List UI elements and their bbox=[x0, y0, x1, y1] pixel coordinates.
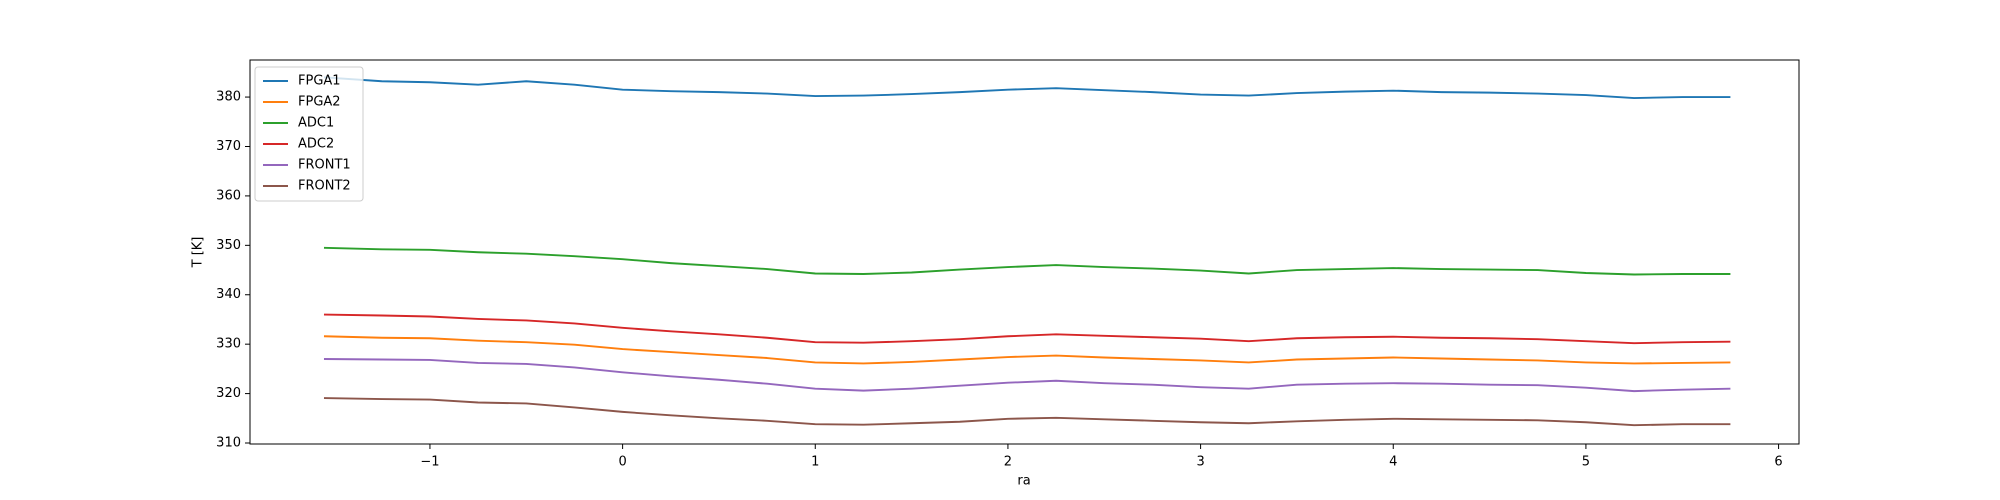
series-line bbox=[323, 76, 1731, 99]
series-line bbox=[323, 335, 1731, 365]
legend-box bbox=[254, 66, 364, 202]
x-tick-label: 3 bbox=[1196, 455, 1204, 470]
legend-label: FPGA2 bbox=[298, 95, 341, 110]
x-tick-label: 2 bbox=[1004, 455, 1012, 470]
y-tick-label: 320 bbox=[216, 386, 241, 401]
x-tick-label: 5 bbox=[1582, 455, 1590, 470]
legend-label: ADC2 bbox=[298, 137, 334, 152]
plot-frame bbox=[249, 59, 1800, 445]
y-tick-label: 370 bbox=[216, 139, 241, 154]
x-tick-label: 0 bbox=[618, 455, 626, 470]
x-tick-label: −1 bbox=[420, 455, 439, 470]
x-axis-label: ra bbox=[1017, 474, 1030, 489]
y-tick-label: 360 bbox=[216, 188, 241, 203]
y-axis-label: T [K] bbox=[191, 237, 206, 269]
y-tick-label: 350 bbox=[216, 238, 241, 253]
y-tick-label: 330 bbox=[216, 337, 241, 352]
legend-label: ADC1 bbox=[298, 116, 334, 131]
x-tick-label: 6 bbox=[1774, 455, 1782, 470]
x-tick-label: 4 bbox=[1389, 455, 1397, 470]
x-tick-label: 1 bbox=[811, 455, 819, 470]
legend-label: FPGA1 bbox=[298, 74, 341, 89]
y-tick-label: 340 bbox=[216, 287, 241, 302]
y-tick-label: 310 bbox=[216, 436, 241, 451]
legend-label: FRONT1 bbox=[298, 158, 351, 173]
legend-label: FRONT2 bbox=[298, 179, 351, 194]
y-tick-label: 380 bbox=[216, 90, 241, 105]
series-line bbox=[323, 313, 1731, 345]
series-line bbox=[323, 246, 1731, 276]
series-line bbox=[323, 358, 1731, 393]
series-line bbox=[323, 397, 1731, 427]
